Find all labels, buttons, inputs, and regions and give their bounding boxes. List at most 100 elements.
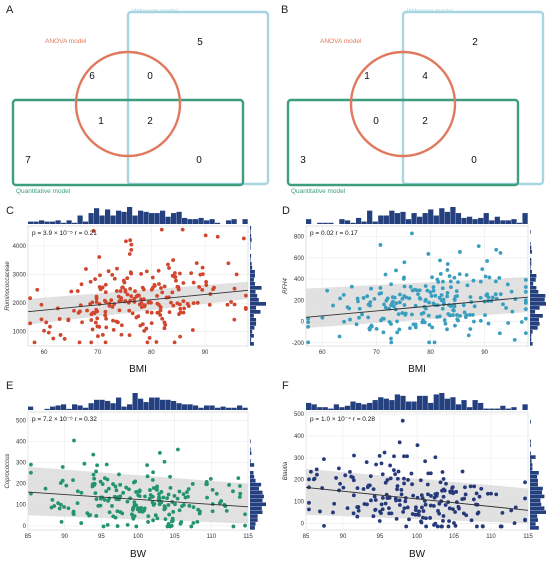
data-point (306, 340, 311, 345)
data-point (147, 496, 152, 501)
data-point (367, 327, 372, 332)
x-histogram-bar (394, 394, 401, 410)
data-point (427, 340, 432, 345)
data-point (504, 306, 508, 310)
y-axis-label: Coprococcus (5, 453, 11, 488)
data-point (171, 258, 176, 262)
data-point (423, 459, 428, 464)
data-point (351, 493, 356, 498)
data-point (90, 300, 95, 305)
y-histogram-bar (250, 254, 252, 258)
data-point (464, 273, 469, 277)
data-point (165, 524, 170, 529)
y-histogram-bar (530, 286, 537, 290)
data-point (98, 273, 102, 278)
panel-letter: F (282, 380, 289, 392)
data-point (394, 268, 398, 273)
data-point (205, 495, 209, 500)
data-point (355, 486, 360, 491)
count-all-three: 2 (147, 116, 153, 127)
data-point (60, 465, 65, 469)
y-histogram-bar (250, 342, 254, 346)
x-histogram-bar (372, 221, 378, 224)
data-point (417, 288, 422, 293)
data-point (483, 313, 487, 318)
data-point (343, 473, 348, 478)
data-point (471, 278, 476, 283)
data-point (153, 513, 158, 518)
data-point (373, 507, 378, 512)
data-point (145, 474, 150, 479)
data-point (149, 310, 154, 315)
data-point (448, 489, 453, 494)
y-tick-label: 600 (294, 256, 305, 262)
data-point (423, 502, 428, 507)
data-point (390, 295, 395, 300)
panel-letter: E (6, 380, 13, 392)
data-point (106, 498, 110, 503)
data-point (381, 330, 386, 335)
regression-line (27, 491, 249, 508)
data-point (369, 498, 373, 503)
data-point (118, 289, 123, 293)
data-point (444, 481, 448, 486)
x-histogram-bar (33, 221, 39, 224)
x-histogram-bar (306, 402, 312, 410)
data-point (167, 310, 172, 315)
data-point (171, 509, 176, 514)
data-point (158, 313, 163, 317)
data-point (441, 297, 446, 302)
data-point (149, 321, 154, 326)
data-point (439, 524, 444, 529)
x-histogram-bar (405, 401, 412, 410)
quantitative-set (11, 98, 245, 187)
data-point (453, 294, 458, 299)
data-point (164, 295, 169, 300)
x-histogram-bar (149, 397, 155, 410)
data-point (381, 316, 386, 321)
data-point (115, 524, 120, 528)
data-point (165, 496, 169, 501)
x-histogram-bar (489, 220, 495, 224)
data-point (498, 524, 503, 529)
x-histogram-bar (154, 213, 160, 224)
x-histogram-bar (242, 407, 248, 410)
data-point (469, 518, 474, 523)
data-point (424, 524, 429, 529)
x-histogram-bar (500, 405, 506, 410)
data-point (477, 494, 482, 499)
data-point (149, 287, 154, 292)
data-point (377, 453, 382, 458)
venn-panel-b: B Wilcoxon model ANOVA model Quantitative m… (281, 4, 545, 195)
data-point (84, 267, 88, 271)
data-point (447, 506, 452, 511)
data-point (467, 313, 472, 317)
data-point (355, 296, 360, 301)
y-histogram-bar (530, 455, 536, 459)
data-point (306, 320, 311, 325)
wilcoxon-label: Wilcoxon model (407, 8, 453, 15)
data-point (460, 497, 465, 502)
data-point (231, 489, 235, 494)
x-histogram-bar (198, 407, 204, 410)
data-point (485, 259, 490, 263)
data-point (399, 492, 404, 497)
data-point (48, 324, 52, 329)
data-point (421, 509, 426, 513)
x-histogram-bar (383, 215, 389, 224)
data-point (60, 478, 65, 483)
data-point (418, 296, 423, 301)
data-point (398, 300, 402, 305)
data-point (191, 505, 196, 510)
data-point (97, 302, 102, 306)
data-point (90, 327, 95, 332)
data-point (350, 475, 355, 480)
scatter-panel-f: F 85 90 95 100 105 110 115 0 100 200 300 400 500 p = 1… (282, 380, 546, 560)
data-point (29, 462, 33, 467)
data-point (426, 252, 431, 256)
data-point (445, 294, 450, 299)
data-point (447, 519, 451, 524)
x-histogram-bar (242, 219, 248, 224)
data-point (442, 318, 447, 322)
data-point (513, 505, 518, 510)
